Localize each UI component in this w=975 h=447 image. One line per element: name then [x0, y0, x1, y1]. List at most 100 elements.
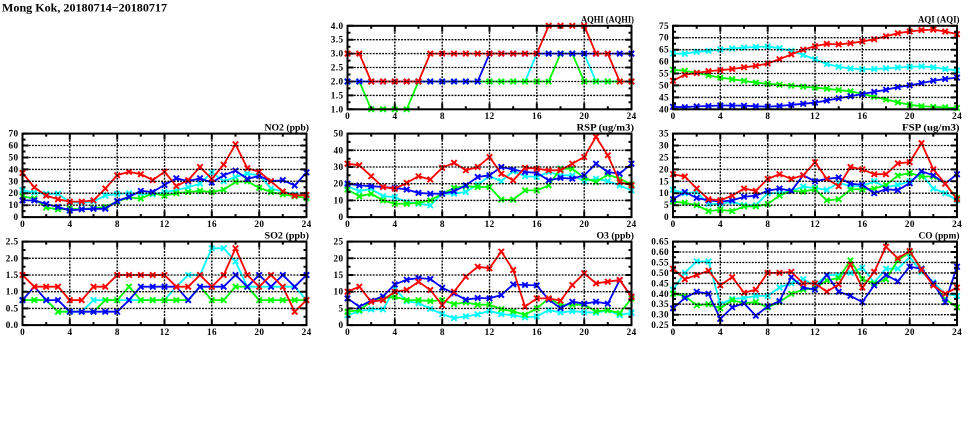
svg-text:60: 60 — [9, 141, 19, 151]
svg-text:40: 40 — [9, 164, 19, 174]
svg-text:4: 4 — [67, 219, 72, 229]
svg-text:20: 20 — [579, 219, 589, 229]
svg-text:0: 0 — [345, 219, 350, 229]
svg-text:8: 8 — [765, 219, 770, 229]
svg-text:FSP (ug/m3): FSP (ug/m3) — [902, 122, 960, 132]
svg-text:15: 15 — [659, 176, 669, 186]
svg-text:0: 0 — [345, 327, 350, 337]
svg-text:8: 8 — [440, 219, 445, 229]
svg-text:0.0: 0.0 — [6, 320, 19, 330]
svg-text:60: 60 — [659, 57, 669, 67]
svg-text:SO2 (ppb): SO2 (ppb) — [265, 230, 310, 240]
svg-text:20: 20 — [579, 327, 589, 337]
svg-text:12: 12 — [485, 219, 495, 229]
svg-text:0: 0 — [339, 212, 344, 222]
svg-text:20: 20 — [905, 111, 915, 121]
svg-text:4.0: 4.0 — [331, 21, 344, 31]
svg-text:10: 10 — [659, 188, 669, 198]
svg-text:0: 0 — [671, 327, 676, 337]
svg-text:12: 12 — [810, 327, 820, 337]
svg-text:0: 0 — [339, 320, 344, 330]
svg-text:16: 16 — [857, 219, 867, 229]
svg-text:8: 8 — [440, 111, 445, 121]
svg-text:16: 16 — [857, 327, 867, 337]
svg-text:4: 4 — [392, 219, 397, 229]
svg-text:24: 24 — [627, 219, 637, 229]
svg-text:16: 16 — [532, 219, 542, 229]
svg-text:0.40: 0.40 — [651, 289, 669, 299]
svg-text:12: 12 — [485, 111, 495, 121]
svg-text:0.65: 0.65 — [651, 237, 669, 247]
svg-text:24: 24 — [302, 327, 312, 337]
svg-text:CO (ppm): CO (ppm) — [919, 230, 960, 240]
svg-text:4: 4 — [392, 327, 397, 337]
svg-text:20: 20 — [579, 111, 589, 121]
svg-text:16: 16 — [532, 327, 542, 337]
svg-text:2.5: 2.5 — [331, 63, 344, 73]
svg-text:20: 20 — [334, 253, 344, 263]
svg-text:2.0: 2.0 — [331, 77, 344, 87]
svg-text:20: 20 — [334, 179, 344, 189]
svg-text:4: 4 — [392, 111, 397, 121]
svg-text:4: 4 — [718, 219, 723, 229]
svg-text:10: 10 — [334, 287, 344, 297]
svg-text:3.0: 3.0 — [331, 49, 344, 59]
svg-text:8: 8 — [115, 219, 120, 229]
svg-text:4: 4 — [718, 111, 723, 121]
svg-text:1.5: 1.5 — [331, 90, 344, 100]
svg-text:0.30: 0.30 — [651, 310, 669, 320]
svg-text:AQI (AQI): AQI (AQI) — [918, 15, 960, 25]
svg-text:30: 30 — [334, 162, 344, 172]
svg-text:4: 4 — [718, 327, 723, 337]
svg-text:1.5: 1.5 — [6, 270, 19, 280]
svg-text:40: 40 — [334, 145, 344, 155]
svg-text:2.5: 2.5 — [6, 237, 19, 247]
svg-text:2.0: 2.0 — [6, 253, 19, 263]
svg-text:24: 24 — [627, 111, 637, 121]
svg-text:8: 8 — [115, 327, 120, 337]
svg-text:0.60: 0.60 — [651, 247, 669, 257]
svg-text:50: 50 — [659, 80, 669, 90]
svg-text:50: 50 — [334, 129, 344, 139]
svg-text:35: 35 — [659, 129, 669, 139]
svg-text:24: 24 — [952, 327, 962, 337]
svg-text:Mong Kok, 20180714−20180717: Mong Kok, 20180714−20180717 — [2, 1, 167, 15]
svg-text:AQHI (AQHI): AQHI (AQHI) — [581, 15, 634, 25]
svg-text:NO2 (ppb): NO2 (ppb) — [265, 122, 310, 132]
svg-text:12: 12 — [160, 219, 170, 229]
svg-text:20: 20 — [905, 327, 915, 337]
svg-text:0: 0 — [664, 212, 669, 222]
svg-text:0: 0 — [345, 111, 350, 121]
svg-text:70: 70 — [9, 129, 19, 139]
svg-text:25: 25 — [334, 237, 344, 247]
svg-text:25: 25 — [659, 153, 669, 163]
svg-text:30: 30 — [659, 141, 669, 151]
svg-text:0.55: 0.55 — [651, 258, 669, 268]
svg-text:0: 0 — [20, 327, 25, 337]
svg-text:65: 65 — [659, 45, 669, 55]
svg-text:0.50: 0.50 — [651, 268, 669, 278]
svg-text:12: 12 — [485, 327, 495, 337]
svg-text:0: 0 — [14, 212, 19, 222]
svg-text:20: 20 — [9, 188, 19, 198]
svg-text:0: 0 — [671, 111, 676, 121]
svg-text:5: 5 — [664, 200, 669, 210]
svg-text:0: 0 — [671, 219, 676, 229]
svg-text:10: 10 — [334, 195, 344, 205]
svg-text:12: 12 — [810, 111, 820, 121]
svg-text:45: 45 — [659, 92, 669, 102]
svg-text:4: 4 — [67, 327, 72, 337]
svg-text:24: 24 — [627, 327, 637, 337]
svg-text:5: 5 — [339, 303, 344, 313]
svg-text:RSP (ug/m3): RSP (ug/m3) — [577, 122, 635, 132]
svg-text:16: 16 — [207, 219, 217, 229]
svg-text:O3 (ppb): O3 (ppb) — [597, 230, 635, 240]
svg-text:20: 20 — [254, 219, 264, 229]
svg-text:15: 15 — [334, 270, 344, 280]
svg-text:0.45: 0.45 — [651, 278, 669, 288]
svg-text:0.25: 0.25 — [651, 320, 669, 330]
svg-text:8: 8 — [440, 327, 445, 337]
svg-text:12: 12 — [160, 327, 170, 337]
svg-text:30: 30 — [9, 176, 19, 186]
svg-text:24: 24 — [952, 111, 962, 121]
